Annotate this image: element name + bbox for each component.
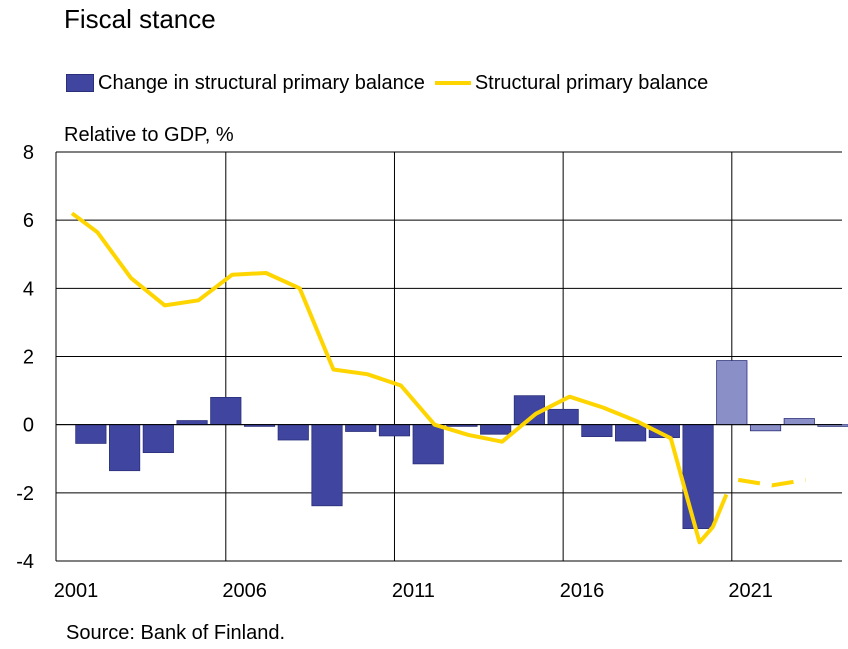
y-tick-label: 6 bbox=[23, 210, 34, 232]
legend-bar-swatch bbox=[66, 74, 94, 92]
chart-legend: Change in structural primary balance Str… bbox=[66, 70, 708, 96]
y-tick-label: -4 bbox=[16, 551, 34, 573]
bar-2011 bbox=[412, 424, 444, 465]
y-tick-label: 4 bbox=[23, 278, 34, 300]
legend-line-swatch bbox=[434, 81, 471, 85]
bar-2022 bbox=[783, 418, 815, 426]
y-tick-label: 2 bbox=[23, 347, 34, 369]
legend-label-balance: Structural primary balance bbox=[474, 71, 709, 94]
y-tick-label: 8 bbox=[23, 142, 34, 164]
y-tick-label: 0 bbox=[23, 415, 34, 437]
bar-2020 bbox=[716, 360, 748, 426]
bar-2017 bbox=[615, 424, 647, 442]
bar-2010 bbox=[378, 424, 411, 437]
bar-2013 bbox=[480, 424, 512, 435]
x-tick-label: 2011 bbox=[392, 580, 435, 602]
legend-label-change: Change in structural primary balance bbox=[98, 71, 425, 94]
bar-2015 bbox=[547, 408, 579, 426]
bar-2004 bbox=[176, 420, 208, 426]
chart-title: Fiscal stance bbox=[64, 4, 216, 34]
bar-2003 bbox=[142, 424, 174, 454]
balance-line bbox=[70, 211, 729, 545]
bar-2002 bbox=[109, 424, 141, 472]
bar-2007 bbox=[277, 424, 309, 441]
x-tick-label: 2016 bbox=[560, 580, 605, 602]
y-tick-label: -2 bbox=[16, 483, 34, 505]
bar-2005 bbox=[210, 396, 242, 426]
bar-2021 bbox=[749, 424, 782, 432]
x-tick-label: 2021 bbox=[728, 580, 773, 602]
source-note: Source: Bank of Finland. bbox=[66, 622, 286, 644]
bar-2001 bbox=[75, 424, 107, 444]
bar-2019 bbox=[682, 424, 714, 530]
bar-2016 bbox=[581, 424, 613, 437]
bar-2008 bbox=[311, 424, 343, 507]
x-tick-label: 2006 bbox=[222, 580, 267, 602]
bar-2009 bbox=[345, 424, 377, 432]
x-tick-label: 2001 bbox=[54, 580, 99, 602]
balance-line-forecast bbox=[737, 477, 807, 488]
y-axis-unit-label: Relative to GDP, % bbox=[64, 124, 234, 146]
